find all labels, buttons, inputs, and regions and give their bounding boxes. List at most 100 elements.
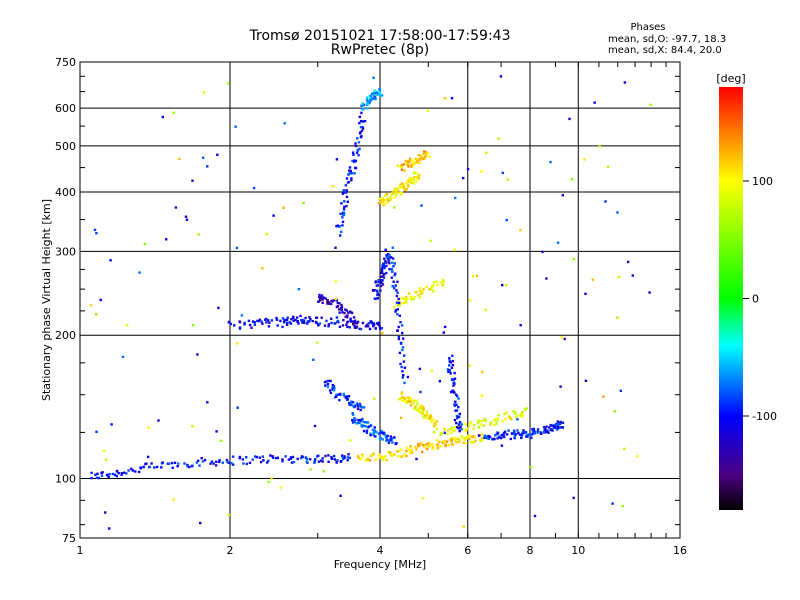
data-point — [468, 364, 471, 367]
data-point — [421, 410, 424, 414]
data-point — [459, 438, 462, 441]
data-point — [619, 389, 622, 392]
data-point — [331, 386, 334, 390]
data-point — [401, 346, 405, 349]
data-point — [362, 406, 366, 409]
data-point — [345, 309, 348, 312]
data-point — [561, 194, 564, 197]
data-point — [451, 429, 455, 432]
data-point — [453, 429, 456, 432]
data-point — [355, 322, 359, 325]
data-point — [343, 200, 346, 203]
data-point — [261, 322, 264, 325]
data-point — [197, 233, 200, 236]
data-point — [373, 397, 376, 400]
data-point — [391, 257, 395, 260]
data-point — [422, 407, 425, 410]
data-point — [453, 371, 456, 375]
data-point — [285, 321, 289, 325]
data-point — [111, 472, 115, 476]
data-point — [436, 283, 439, 287]
data-point — [397, 325, 400, 329]
data-point — [361, 417, 364, 421]
data-point — [521, 433, 524, 436]
data-point — [167, 462, 171, 465]
data-point — [423, 444, 426, 447]
data-point — [341, 220, 345, 224]
data-point — [296, 457, 299, 461]
data-point — [462, 176, 465, 180]
data-point — [466, 167, 470, 171]
data-point — [359, 405, 362, 408]
data-point — [234, 125, 237, 128]
data-point — [372, 433, 375, 436]
data-point — [379, 284, 383, 288]
data-point — [353, 404, 357, 407]
data-point — [472, 275, 475, 278]
data-point — [393, 436, 396, 439]
data-point — [435, 439, 439, 442]
data-point — [556, 425, 560, 429]
data-point — [414, 157, 417, 161]
data-point — [542, 426, 546, 429]
data-point — [90, 471, 93, 475]
data-point — [319, 459, 323, 462]
data-point — [145, 462, 148, 465]
data-point — [317, 454, 320, 457]
data-point — [339, 494, 342, 497]
data-point — [519, 229, 522, 232]
data-point — [405, 163, 408, 166]
data-point — [517, 431, 520, 435]
data-point — [449, 372, 452, 375]
data-point — [357, 419, 360, 422]
data-point — [227, 321, 230, 324]
data-point — [425, 410, 428, 413]
data-point — [356, 148, 360, 152]
data-point — [398, 449, 401, 453]
data-point — [399, 362, 402, 366]
data-point — [446, 432, 449, 435]
data-point — [406, 400, 409, 404]
data-point — [335, 395, 338, 398]
data-point — [306, 322, 309, 325]
data-point — [438, 440, 441, 444]
data-point — [455, 403, 458, 406]
data-point — [516, 418, 519, 421]
data-point — [305, 457, 309, 461]
data-point — [105, 473, 109, 477]
data-point — [417, 293, 420, 297]
data-point — [458, 412, 461, 416]
data-point — [391, 270, 394, 273]
data-point — [454, 400, 457, 403]
data-point — [386, 434, 389, 437]
data-point — [247, 319, 251, 323]
data-point — [108, 527, 111, 530]
data-point — [375, 431, 378, 434]
data-point — [415, 457, 418, 461]
data-point — [338, 311, 341, 314]
data-point — [496, 417, 499, 420]
data-point — [446, 368, 450, 371]
data-point — [330, 457, 334, 460]
data-point — [305, 460, 308, 463]
data-point — [529, 433, 532, 437]
data-point — [375, 322, 379, 325]
data-point — [460, 428, 463, 431]
data-point — [500, 433, 504, 437]
data-point — [381, 266, 384, 269]
data-point — [356, 407, 360, 410]
data-point — [315, 316, 318, 319]
data-point — [361, 424, 365, 427]
data-point — [405, 187, 409, 191]
data-point — [365, 421, 368, 424]
data-point — [405, 159, 408, 163]
data-point — [103, 449, 106, 453]
data-point — [328, 389, 332, 392]
data-point — [372, 324, 375, 328]
data-point — [441, 283, 445, 287]
data-point — [391, 246, 394, 249]
data-point — [398, 191, 401, 195]
data-point — [450, 378, 454, 381]
data-point — [236, 342, 239, 345]
data-point — [505, 433, 509, 436]
